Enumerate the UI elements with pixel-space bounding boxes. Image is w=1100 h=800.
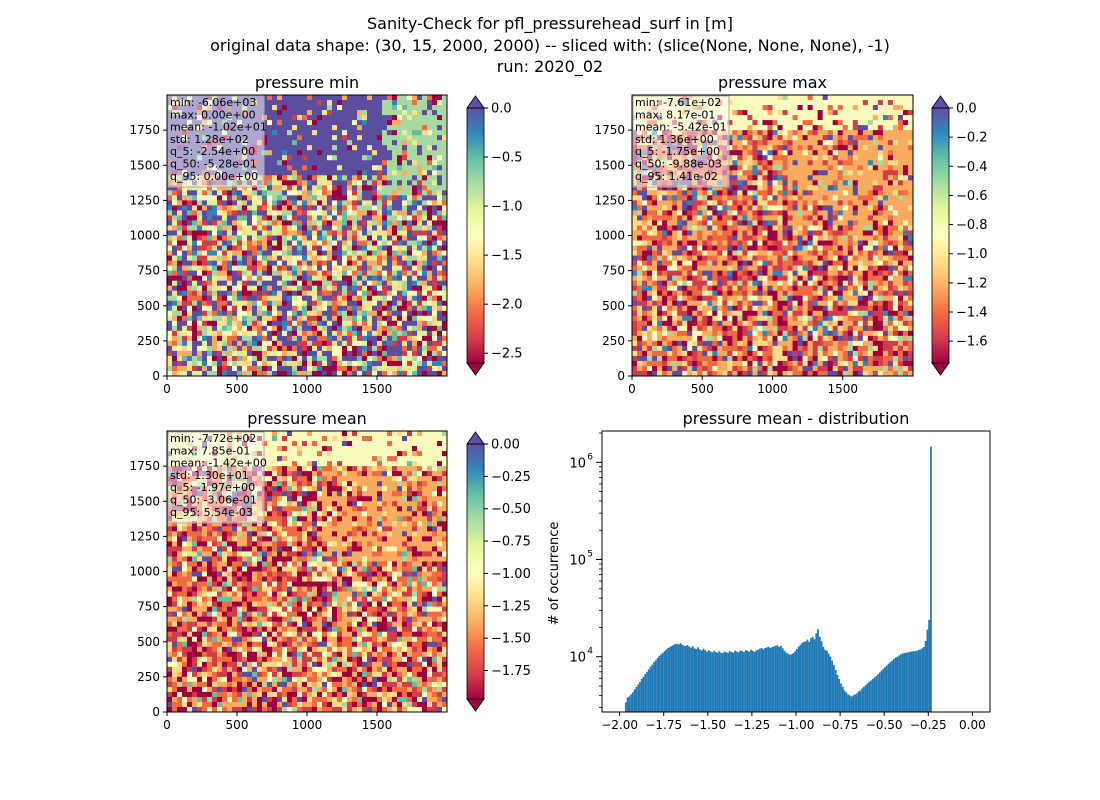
stats-line: mean: -1.02e+01 — [170, 121, 267, 134]
stats-line: q_5: -2.54e+00 — [170, 145, 255, 158]
colorbar-tick-label: −1.0 — [491, 200, 523, 215]
stats-line: q_50: -5.28e-01 — [170, 158, 257, 171]
x-tick-label: 1000 — [292, 382, 323, 396]
colorbar-tick-label: −0.5 — [491, 151, 523, 166]
y-tick-label: 500 — [137, 299, 160, 313]
x-tick-label: 1500 — [362, 382, 393, 396]
colorbar-extend-bottom — [466, 362, 485, 376]
colorbar: 0.0 −0.5 −1.0 −1.5 −2.0 −2.5 — [466, 95, 523, 376]
x-tick-label: 0 — [163, 382, 171, 396]
y-tick-label: 1500 — [129, 158, 160, 172]
y-tick-label: 1000 — [129, 229, 160, 243]
colorbar-tick-label: −2.0 — [491, 298, 523, 313]
stats-line: std: 1.28e+02 — [170, 133, 249, 146]
y-tick-label: 750 — [137, 264, 160, 278]
colorbar-tick-label: −2.5 — [491, 347, 523, 362]
colorbar-frame — [466, 107, 485, 364]
colorbar-extend-top — [466, 95, 485, 109]
figure-title-line-1: Sanity-Check for pfl_pressurehead_surf i… — [367, 14, 733, 34]
heatmap-panel-1: pressure min 0 500 1000 1500 0 250 500 750 1000 12… — [129, 73, 522, 396]
x-tick-label: 500 — [226, 382, 249, 396]
stats-line: min: -6.06e+03 — [170, 96, 256, 109]
stats-box-background — [167, 95, 265, 188]
colorbar-gradient — [467, 108, 484, 363]
panel-title: pressure max — [718, 73, 827, 92]
colorbar-tick-label: 0.0 — [491, 102, 512, 117]
stats-line: max: 0.00e+00 — [170, 108, 256, 121]
figure-title-line-3: run: 2020_02 — [497, 57, 603, 77]
panel-title: pressure min — [255, 73, 359, 92]
y-tick-label: 1250 — [129, 193, 160, 207]
colorbar-tick-label: −1.5 — [491, 249, 523, 264]
y-tick-label: 250 — [137, 334, 160, 348]
y-tick-label: 1750 — [129, 123, 160, 137]
figure-title-line-2: original data shape: (30, 15, 2000, 2000… — [210, 36, 890, 55]
y-tick-label: 0 — [152, 369, 160, 383]
stats-line: q_95: 0.00e+00 — [170, 170, 258, 183]
